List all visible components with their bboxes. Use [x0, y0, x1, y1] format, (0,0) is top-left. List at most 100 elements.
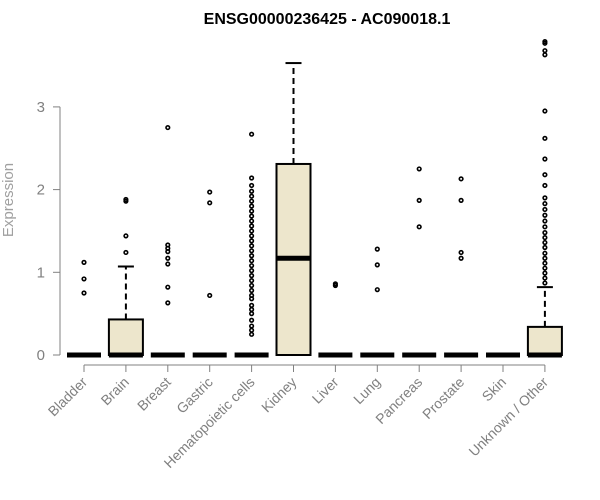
outlier-4-21	[249, 228, 255, 234]
outlier-11-13	[542, 212, 548, 218]
x-tick-label-8: Pancreas	[372, 374, 425, 427]
outlier-11-22	[542, 52, 548, 58]
outlier-7-1	[374, 262, 380, 268]
box-group-2	[150, 124, 185, 358]
box-group-11	[526, 38, 563, 358]
outlier-4-25	[249, 208, 255, 214]
outlier-9-2	[458, 197, 464, 203]
outlier-9-3	[458, 176, 464, 182]
outlier-11-9	[542, 234, 548, 241]
outlier-7-2	[374, 246, 380, 252]
outlier-11-4	[542, 260, 548, 266]
box-1	[107, 318, 144, 356]
box-group-7	[360, 246, 395, 358]
outlier-4-18	[249, 243, 255, 249]
outlier-4-32	[249, 131, 255, 137]
outlier-11-1	[542, 275, 548, 281]
chart-title: ENSG00000236425 - AC090018.1	[204, 11, 451, 28]
outlier-11-18	[542, 172, 548, 178]
x-tick-label-6: Liver	[309, 374, 342, 407]
outlier-4-0	[249, 331, 255, 337]
x-tick-label-11: Unknown / Other	[465, 374, 551, 460]
y-tick-label-0: 0	[37, 347, 45, 364]
outlier-4-20	[249, 233, 255, 239]
outlier-2-6	[165, 242, 171, 248]
outlier-11-16	[542, 195, 548, 201]
outlier-11-5	[542, 255, 548, 261]
x-tick-label-5: Kidney	[258, 374, 300, 416]
outlier-11-6	[542, 250, 548, 256]
x-tick-label-7: Lung	[350, 374, 383, 407]
outlier-11-3	[542, 265, 548, 271]
outlier-8-0	[416, 224, 422, 230]
outlier-4-11	[249, 277, 255, 284]
outlier-11-23	[542, 48, 548, 54]
box-group-9	[444, 176, 479, 358]
y-tick-label-3: 3	[37, 99, 45, 116]
outlier-4-22	[249, 223, 255, 229]
y-axis-label: Expression	[0, 163, 17, 237]
outlier-4-10	[249, 282, 255, 289]
outlier-11-10	[542, 230, 548, 236]
outlier-4-15	[249, 258, 255, 264]
outlier-9-1	[458, 249, 464, 256]
y-axis: 0 1 2 3	[37, 99, 61, 364]
outlier-1-3	[123, 196, 129, 203]
outlier-4-27	[249, 198, 255, 204]
box-group-3	[192, 189, 227, 358]
outlier-4-16	[249, 253, 255, 259]
x-tick-label-9: Prostate	[419, 374, 467, 422]
outlier-4-23	[249, 218, 255, 224]
outlier-4-29	[249, 188, 255, 194]
box-group-8	[402, 166, 437, 358]
box-group-4	[234, 131, 269, 358]
outlier-0-1	[81, 276, 87, 282]
outlier-11-7	[542, 244, 548, 251]
y-tick-label-1: 1	[37, 264, 45, 281]
outlier-11-15	[542, 201, 548, 207]
outlier-4-5	[249, 306, 255, 313]
x-tick-label-1: Brain	[98, 374, 132, 408]
plot-area	[67, 38, 563, 358]
outlier-2-1	[165, 284, 171, 290]
outlier-3-2	[207, 189, 213, 195]
outlier-4-24	[249, 213, 255, 219]
outlier-4-13	[249, 268, 255, 274]
outlier-11-12	[542, 218, 548, 224]
outlier-4-6	[249, 302, 255, 308]
outlier-11-21	[542, 108, 548, 114]
outlier-4-3	[249, 317, 255, 323]
outlier-8-2	[416, 166, 422, 172]
outlier-7-0	[374, 287, 380, 293]
outlier-4-9	[249, 287, 255, 294]
outlier-11-25	[542, 38, 548, 45]
outlier-4-17	[249, 248, 255, 254]
outlier-3-0	[207, 292, 213, 299]
outlier-4-2	[249, 323, 255, 329]
outlier-4-26	[249, 203, 255, 209]
outlier-4-19	[249, 238, 255, 244]
box-group-5	[275, 62, 312, 356]
outlier-11-19	[542, 156, 548, 162]
outlier-11-0	[542, 280, 548, 286]
outlier-11-14	[542, 206, 548, 213]
outlier-4-8	[249, 292, 255, 299]
box-group-1	[107, 196, 144, 358]
outlier-4-14	[249, 263, 255, 269]
outlier-9-0	[458, 255, 464, 261]
outlier-2-7	[165, 124, 171, 131]
outlier-11-20	[542, 135, 548, 141]
outlier-3-1	[207, 200, 213, 206]
outlier-2-2	[165, 261, 171, 267]
outlier-8-1	[416, 197, 422, 203]
outlier-4-28	[249, 193, 255, 199]
box-group-6	[318, 281, 353, 358]
outlier-1-1	[123, 233, 129, 239]
outlier-11-17	[542, 182, 548, 189]
outlier-2-3	[165, 255, 171, 261]
outlier-6-1	[332, 281, 339, 287]
outlier-0-0	[81, 290, 87, 296]
outlier-0-2	[81, 259, 87, 265]
